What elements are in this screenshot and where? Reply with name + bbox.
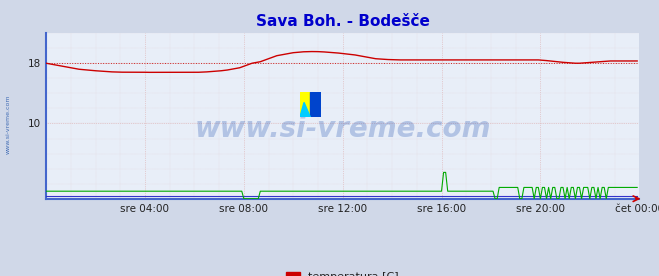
Polygon shape [300, 102, 310, 117]
Legend: temperatura [C], pretok [m3/s]: temperatura [C], pretok [m3/s] [282, 267, 403, 276]
Text: www.si-vreme.com: www.si-vreme.com [194, 115, 491, 143]
Title: Sava Boh. - Bodešče: Sava Boh. - Bodešče [256, 14, 430, 29]
Polygon shape [310, 92, 321, 117]
Text: www.si-vreme.com: www.si-vreme.com [5, 94, 11, 154]
